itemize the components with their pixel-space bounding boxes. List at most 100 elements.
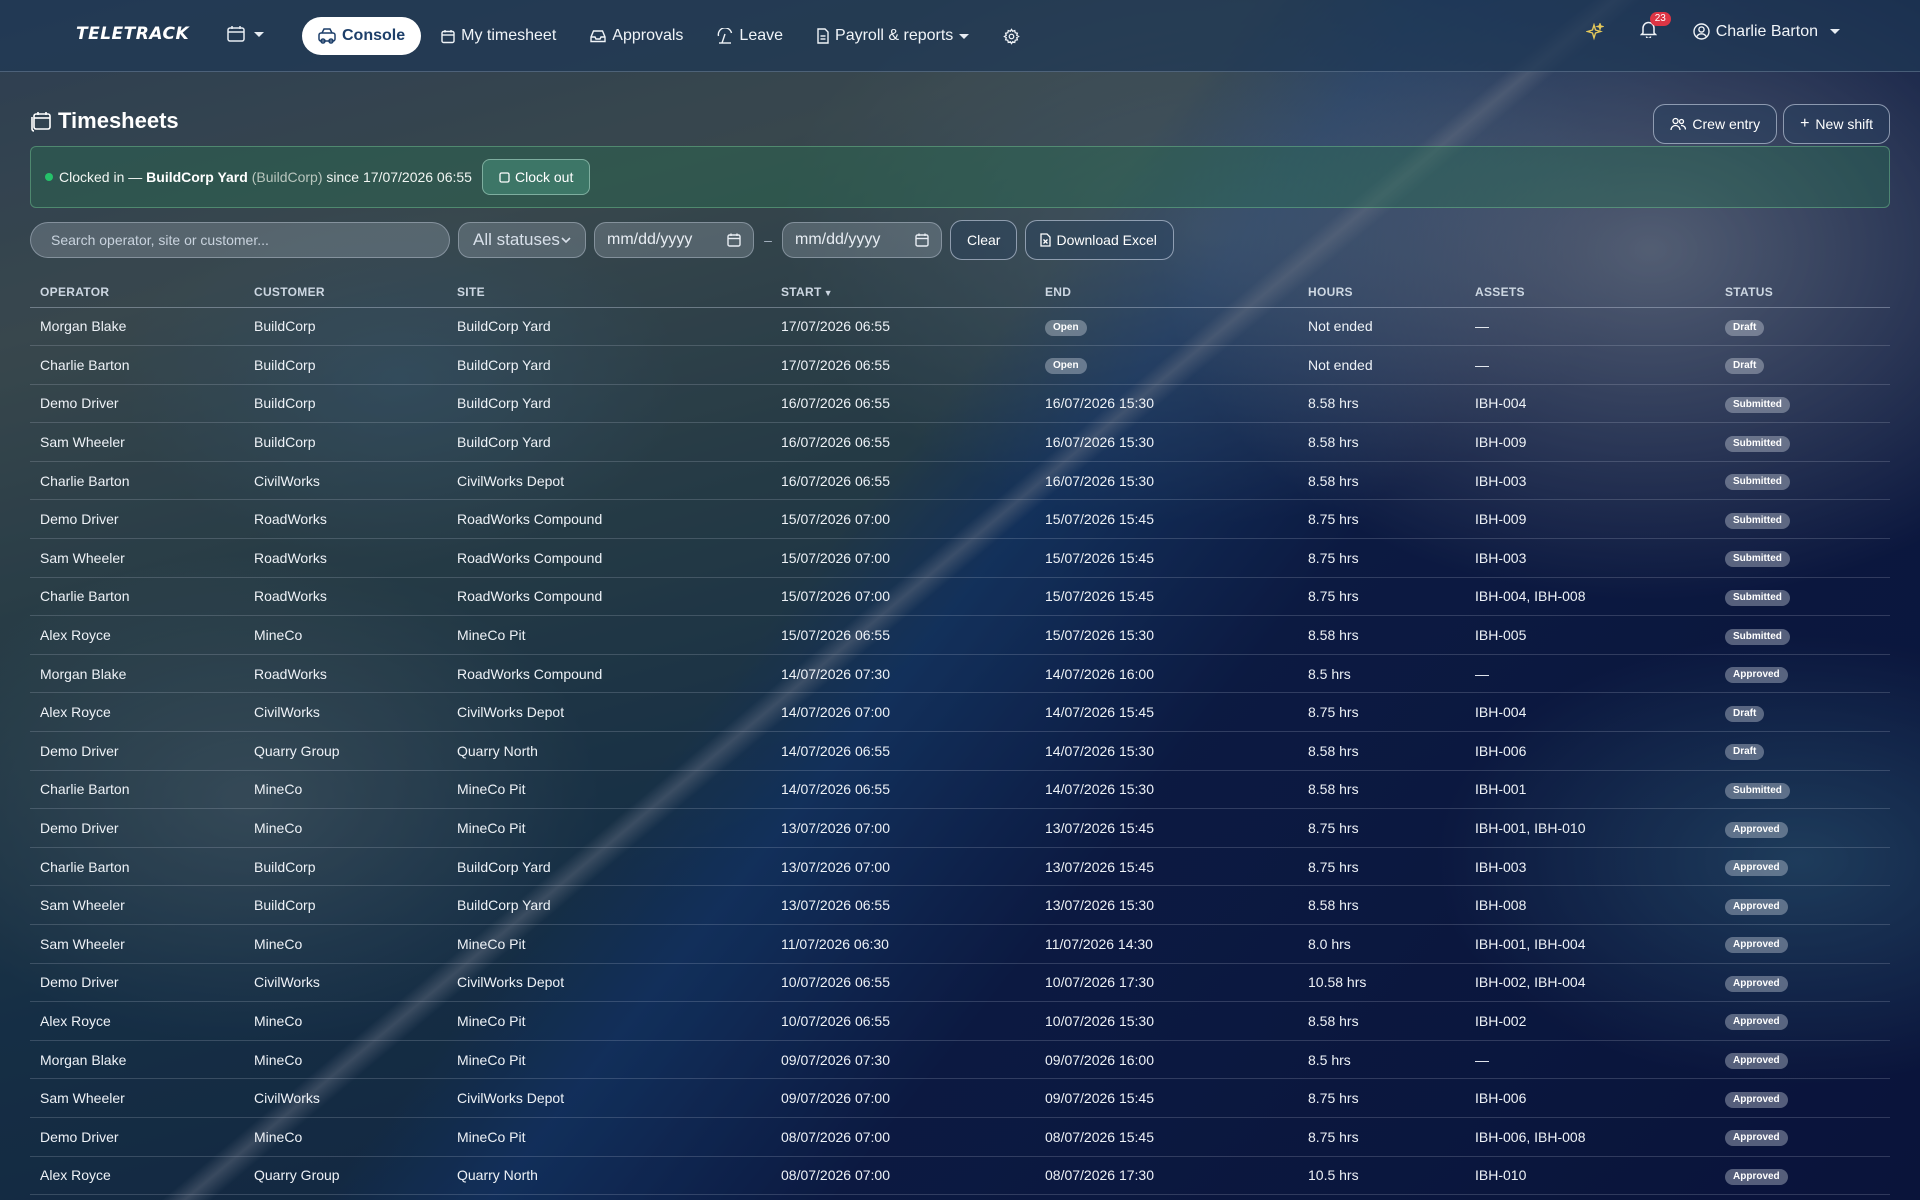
cell-status: Submitted bbox=[1715, 461, 1890, 501]
table-row[interactable]: Sam Wheeler BuildCorp BuildCorp Yard 16/07/… bbox=[30, 422, 1890, 462]
status-badge: Submitted bbox=[1725, 628, 1790, 645]
table-row[interactable]: Morgan Blake BuildCorp BuildCorp Yard 17/07… bbox=[30, 307, 1890, 347]
cell-operator: Demo Driver bbox=[30, 963, 244, 1003]
cell-status: Approved bbox=[1715, 1156, 1890, 1196]
inbox-icon bbox=[590, 30, 606, 43]
table-row[interactable]: Sam Wheeler BuildCorp BuildCorp Yard 13/07/… bbox=[30, 885, 1890, 925]
table-row[interactable]: Morgan Blake RoadWorks RoadWorks Compound 1… bbox=[30, 654, 1890, 694]
cell-start: 15/07/2026 06:55 bbox=[771, 615, 1035, 655]
column-header-operator[interactable]: OPERATOR bbox=[30, 277, 244, 308]
table-row[interactable]: Alex Royce Quarry Group Quarry North 08/07/… bbox=[30, 1156, 1890, 1196]
column-header-customer[interactable]: CUSTOMER bbox=[244, 277, 447, 308]
cell-start: 17/07/2026 06:55 bbox=[771, 345, 1035, 385]
table-row[interactable]: Charlie Barton MineCo MineCo Pit 14/07/2026… bbox=[30, 770, 1890, 810]
status-badge: Approved bbox=[1725, 975, 1788, 992]
cell-assets: IBH-001, IBH-010 bbox=[1465, 808, 1715, 848]
calendar-menu-toggle[interactable] bbox=[226, 24, 264, 44]
cell-customer: RoadWorks bbox=[244, 577, 447, 617]
calendar-icon bbox=[915, 233, 929, 247]
cell-end: 16/07/2026 15:30 bbox=[1035, 461, 1298, 501]
nav-item-approvals[interactable]: Approvals bbox=[576, 17, 697, 55]
table-row[interactable]: Demo Driver BuildCorp BuildCorp Yard 16/07/… bbox=[30, 384, 1890, 424]
table-row[interactable]: Sam Wheeler RoadWorks RoadWorks Compound 15… bbox=[30, 538, 1890, 578]
calendar-icon bbox=[227, 26, 245, 42]
cell-operator: Morgan Blake bbox=[30, 1040, 244, 1080]
date-to-input[interactable]: mm/dd/yyyy bbox=[782, 222, 942, 258]
table-row[interactable]: Demo Driver Quarry Group Quarry North 14/07… bbox=[30, 731, 1890, 771]
table-row[interactable]: Demo Driver MineCo MineCo Pit 13/07/2026 07… bbox=[30, 808, 1890, 848]
cell-assets: IBH-009 bbox=[1465, 422, 1715, 462]
cell-start: 08/07/2026 07:00 bbox=[771, 1156, 1035, 1196]
cell-end: 15/07/2026 15:45 bbox=[1035, 538, 1298, 578]
table-row[interactable]: Alex Royce CivilWorks CivilWorks Depot 14/0… bbox=[30, 692, 1890, 733]
sparkles-icon[interactable] bbox=[1585, 22, 1604, 41]
nav-item-console[interactable]: Console bbox=[302, 17, 422, 55]
cell-status: Approved bbox=[1715, 963, 1890, 1003]
cell-operator: Demo Driver bbox=[30, 384, 244, 424]
cell-assets: IBH-006, IBH-008 bbox=[1465, 1117, 1715, 1157]
table-row[interactable]: Alex Royce MineCo MineCo Pit 15/07/2026 06:… bbox=[30, 615, 1890, 655]
cell-operator: Morgan Blake bbox=[30, 307, 244, 347]
table-row[interactable]: Charlie Barton BuildCorp BuildCorp Yard 17/… bbox=[30, 345, 1890, 385]
table-row[interactable]: Sam Wheeler MineCo MineCo Pit 11/07/2026 06… bbox=[30, 924, 1890, 964]
new-shift-button[interactable]: + New shift bbox=[1783, 104, 1890, 144]
cell-operator: Demo Driver bbox=[30, 499, 244, 540]
search-input[interactable] bbox=[30, 222, 450, 258]
cell-assets: IBH-001 bbox=[1465, 770, 1715, 810]
table-row[interactable]: Charlie Barton RoadWorks RoadWorks Compoun… bbox=[30, 577, 1890, 617]
cell-assets: IBH-001, IBH-004 bbox=[1465, 924, 1715, 964]
clock-out-button[interactable]: Clock out bbox=[481, 159, 591, 195]
cell-assets: IBH-004 bbox=[1465, 692, 1715, 733]
table-row[interactable]: Sam Wheeler CivilWorks CivilWorks Depot 09/… bbox=[30, 1078, 1890, 1118]
column-header-status[interactable]: STATUS bbox=[1715, 277, 1890, 308]
column-header-site[interactable]: SITE bbox=[447, 277, 771, 308]
table-row[interactable]: Alex Royce MineCo MineCo Pit 10/07/2026 06:… bbox=[30, 1001, 1890, 1041]
cell-site: CivilWorks Depot bbox=[447, 461, 771, 501]
cell-customer: CivilWorks bbox=[244, 963, 447, 1003]
table-row[interactable]: Demo Driver MineCo MineCo Pit 08/07/2026 07… bbox=[30, 1117, 1890, 1157]
user-menu[interactable]: Charlie Barton bbox=[1693, 23, 1840, 41]
cell-operator: Charlie Barton bbox=[30, 847, 244, 887]
table-row[interactable]: Demo Driver CivilWorks CivilWorks Depot 10/… bbox=[30, 963, 1890, 1003]
cell-hours: 8.75 hrs bbox=[1298, 577, 1465, 617]
cell-operator: Alex Royce bbox=[30, 615, 244, 655]
cell-start: 14/07/2026 07:00 bbox=[771, 692, 1035, 733]
cell-customer: BuildCorp bbox=[244, 384, 447, 424]
download-excel-button[interactable]: Download Excel bbox=[1025, 220, 1174, 260]
table-header-row: OPERATOR CUSTOMER SITE START ▼ END HOURS … bbox=[30, 277, 1890, 308]
date-from-input[interactable]: mm/dd/yyyy bbox=[594, 222, 754, 258]
title-row: Timesheets Crew entry + New shift bbox=[30, 104, 1890, 144]
table-row[interactable]: Charlie Barton BuildCorp BuildCorp Yard 13/… bbox=[30, 847, 1890, 887]
table-row[interactable]: Demo Driver RoadWorks RoadWorks Compound 15… bbox=[30, 499, 1890, 540]
cell-site: BuildCorp Yard bbox=[447, 422, 771, 462]
crew-entry-button[interactable]: Crew entry bbox=[1653, 104, 1778, 144]
status-filter-select[interactable]: All statuses bbox=[458, 222, 586, 258]
cell-site: RoadWorks Compound bbox=[447, 538, 771, 578]
cell-customer: CivilWorks bbox=[244, 692, 447, 733]
column-header-hours[interactable]: HOURS bbox=[1298, 277, 1465, 308]
table-row[interactable]: Morgan Blake MineCo MineCo Pit 09/07/2026 0… bbox=[30, 1040, 1890, 1080]
nav-item-leave[interactable]: Leave bbox=[703, 17, 797, 55]
notifications-button[interactable]: 23 bbox=[1639, 12, 1671, 43]
clear-filters-button[interactable]: Clear bbox=[950, 220, 1018, 260]
calendar-icon bbox=[441, 29, 455, 43]
notification-count-badge: 23 bbox=[1649, 12, 1671, 26]
cell-assets: IBH-006 bbox=[1465, 731, 1715, 771]
brand-logo[interactable]: TELETRACK bbox=[76, 24, 190, 44]
cell-customer: CivilWorks bbox=[244, 461, 447, 501]
cell-status: Approved bbox=[1715, 654, 1890, 694]
table-row[interactable]: Charlie Barton CivilWorks CivilWorks Depot… bbox=[30, 461, 1890, 501]
status-badge: Draft bbox=[1725, 705, 1765, 722]
column-header-end[interactable]: END bbox=[1035, 277, 1298, 308]
column-header-assets[interactable]: ASSETS bbox=[1465, 277, 1715, 308]
column-header-start[interactable]: START ▼ bbox=[771, 277, 1035, 308]
cell-status: Approved bbox=[1715, 1078, 1890, 1118]
settings-button[interactable] bbox=[989, 17, 1034, 55]
cell-customer: MineCo bbox=[244, 1040, 447, 1080]
nav-item-my-timesheet[interactable]: My timesheet bbox=[427, 17, 570, 55]
cell-assets: IBH-003 bbox=[1465, 461, 1715, 501]
people-icon bbox=[1670, 117, 1687, 131]
nav-items: Console My timesheet Approvals Leave Pay… bbox=[302, 17, 1034, 55]
cell-site: CivilWorks Depot bbox=[447, 692, 771, 733]
nav-item-payroll-reports[interactable]: Payroll & reports bbox=[803, 17, 983, 55]
